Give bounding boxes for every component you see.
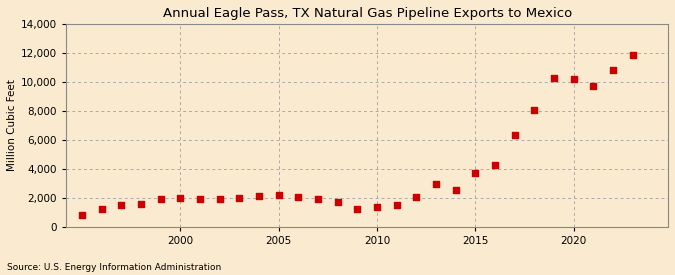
Point: [470, 171, 481, 175]
Point: [332, 200, 343, 205]
Point: [529, 108, 540, 112]
Point: [352, 207, 362, 211]
Point: [194, 197, 205, 202]
Point: [155, 197, 166, 201]
Point: [313, 197, 323, 201]
Point: [293, 195, 304, 199]
Point: [509, 133, 520, 137]
Title: Annual Eagle Pass, TX Natural Gas Pipeline Exports to Mexico: Annual Eagle Pass, TX Natural Gas Pipeli…: [163, 7, 572, 20]
Y-axis label: Million Cubic Feet: Million Cubic Feet: [7, 79, 17, 171]
Point: [568, 77, 579, 81]
Point: [450, 188, 461, 192]
Point: [254, 194, 265, 198]
Point: [588, 84, 599, 89]
Point: [627, 53, 638, 57]
Point: [431, 182, 441, 186]
Point: [76, 213, 87, 218]
Point: [273, 193, 284, 197]
Point: [489, 163, 500, 167]
Text: Source: U.S. Energy Information Administration: Source: U.S. Energy Information Administ…: [7, 263, 221, 272]
Point: [549, 75, 560, 80]
Point: [116, 203, 127, 207]
Point: [392, 202, 402, 207]
Point: [97, 207, 107, 211]
Point: [214, 197, 225, 201]
Point: [608, 68, 618, 73]
Point: [234, 196, 245, 200]
Point: [175, 196, 186, 200]
Point: [136, 202, 146, 206]
Point: [411, 194, 422, 199]
Point: [372, 205, 383, 209]
